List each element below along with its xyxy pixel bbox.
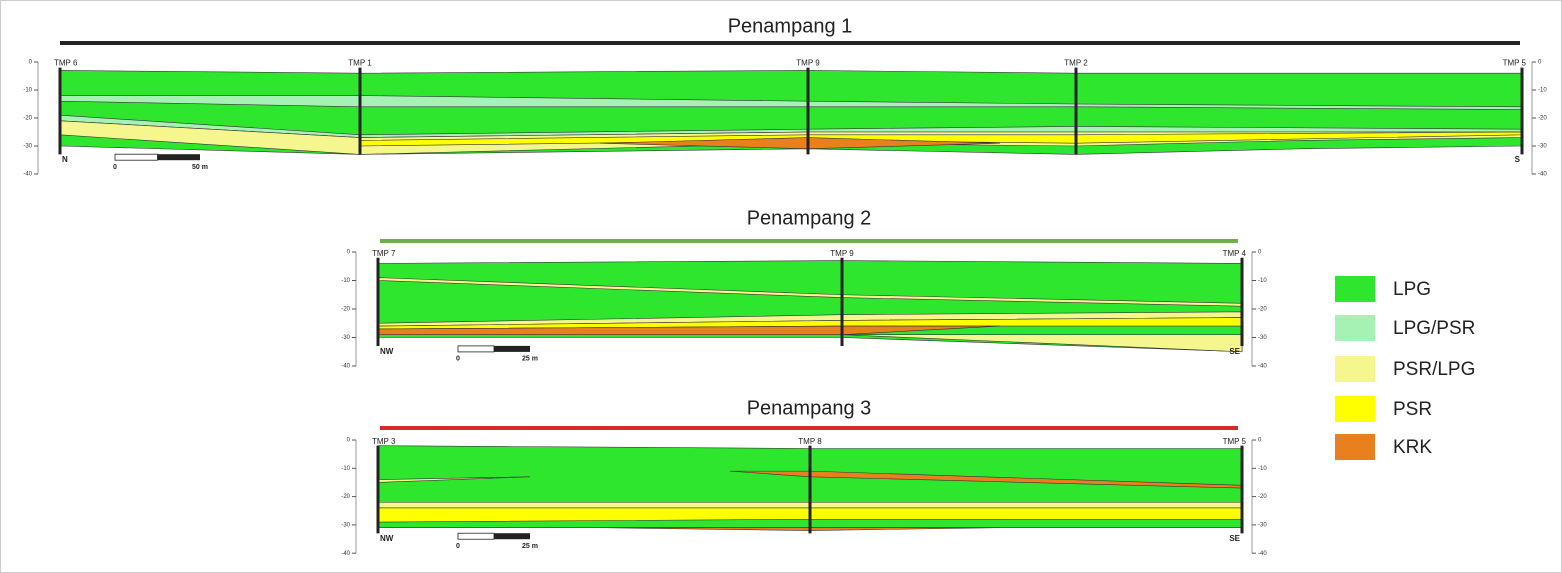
direction-label: S bbox=[1515, 155, 1521, 164]
depth-label: -30 bbox=[341, 522, 350, 528]
depth-label: -10 bbox=[1538, 88, 1547, 94]
depth-label: -40 bbox=[1258, 364, 1267, 370]
depth-label: -10 bbox=[341, 466, 350, 472]
section-title: Penampang 3 bbox=[747, 397, 872, 419]
depth-label: -20 bbox=[341, 494, 350, 500]
legend-label: LPG/PSR bbox=[1393, 318, 1475, 339]
scale-bar bbox=[158, 154, 201, 160]
depth-label: -40 bbox=[23, 172, 32, 178]
scale-label: 0 bbox=[456, 543, 460, 550]
well-label: TMP 6 bbox=[54, 59, 78, 68]
depth-label: -30 bbox=[1538, 144, 1547, 150]
legend-label: KRK bbox=[1393, 437, 1432, 458]
well-label: TMP 9 bbox=[830, 249, 854, 258]
direction-label: NW bbox=[380, 347, 394, 356]
direction-label: SE bbox=[1229, 347, 1240, 356]
scale-bar bbox=[494, 533, 530, 539]
section-title: Penampang 2 bbox=[747, 207, 872, 229]
depth-label: -40 bbox=[341, 364, 350, 370]
depth-label: -10 bbox=[1258, 466, 1267, 472]
legend-label: PSR/LPG bbox=[1393, 359, 1475, 380]
depth-label: -10 bbox=[341, 278, 350, 284]
legend-label: PSR bbox=[1393, 399, 1432, 420]
scale-label: 25 m bbox=[522, 543, 538, 550]
legend-swatch bbox=[1335, 315, 1375, 341]
depth-label: -40 bbox=[1538, 172, 1547, 178]
depth-label: -20 bbox=[1538, 116, 1547, 122]
well-label: TMP 5 bbox=[1503, 59, 1527, 68]
well-label: TMP 4 bbox=[1223, 249, 1247, 258]
direction-label: N bbox=[62, 155, 68, 164]
depth-label: -30 bbox=[341, 335, 350, 341]
cross-section-figure: Penampang 1 0 0 -10 -10 -20 -20 -30 -30 -40 -40 TMP… bbox=[0, 0, 1562, 573]
scale-bar bbox=[115, 154, 158, 160]
well-label: TMP 3 bbox=[372, 437, 396, 446]
depth-label: -20 bbox=[341, 307, 350, 313]
depth-label: -10 bbox=[23, 88, 32, 94]
depth-label: -40 bbox=[1258, 551, 1267, 557]
well-label: TMP 1 bbox=[348, 59, 372, 68]
well-label: TMP 2 bbox=[1064, 59, 1088, 68]
direction-label: SE bbox=[1229, 534, 1240, 543]
scale-bar bbox=[458, 346, 494, 352]
scale-label: 0 bbox=[113, 164, 117, 171]
legend-label: LPG bbox=[1393, 279, 1431, 300]
well-label: TMP 7 bbox=[372, 249, 396, 258]
legend-swatch bbox=[1335, 356, 1375, 382]
well-label: TMP 5 bbox=[1223, 437, 1247, 446]
direction-label: NW bbox=[380, 534, 394, 543]
depth-label: -30 bbox=[23, 144, 32, 150]
depth-label: -30 bbox=[1258, 335, 1267, 341]
scale-label: 0 bbox=[456, 356, 460, 363]
depth-label: -20 bbox=[1258, 494, 1267, 500]
scale-label: 25 m bbox=[522, 356, 538, 363]
depth-label: -30 bbox=[1258, 522, 1267, 528]
depth-label: -20 bbox=[1258, 307, 1267, 313]
depth-label: -20 bbox=[23, 116, 32, 122]
scale-bar bbox=[494, 346, 530, 352]
well-label: TMP 8 bbox=[798, 437, 822, 446]
depth-label: -40 bbox=[341, 551, 350, 557]
legend-swatch bbox=[1335, 276, 1375, 302]
legend-swatch bbox=[1335, 396, 1375, 422]
scale-label: 50 m bbox=[192, 164, 208, 171]
well-label: TMP 9 bbox=[796, 59, 820, 68]
scale-bar bbox=[458, 533, 494, 539]
section-title: Penampang 1 bbox=[728, 15, 853, 37]
legend-swatch bbox=[1335, 434, 1375, 460]
depth-label: -10 bbox=[1258, 278, 1267, 284]
